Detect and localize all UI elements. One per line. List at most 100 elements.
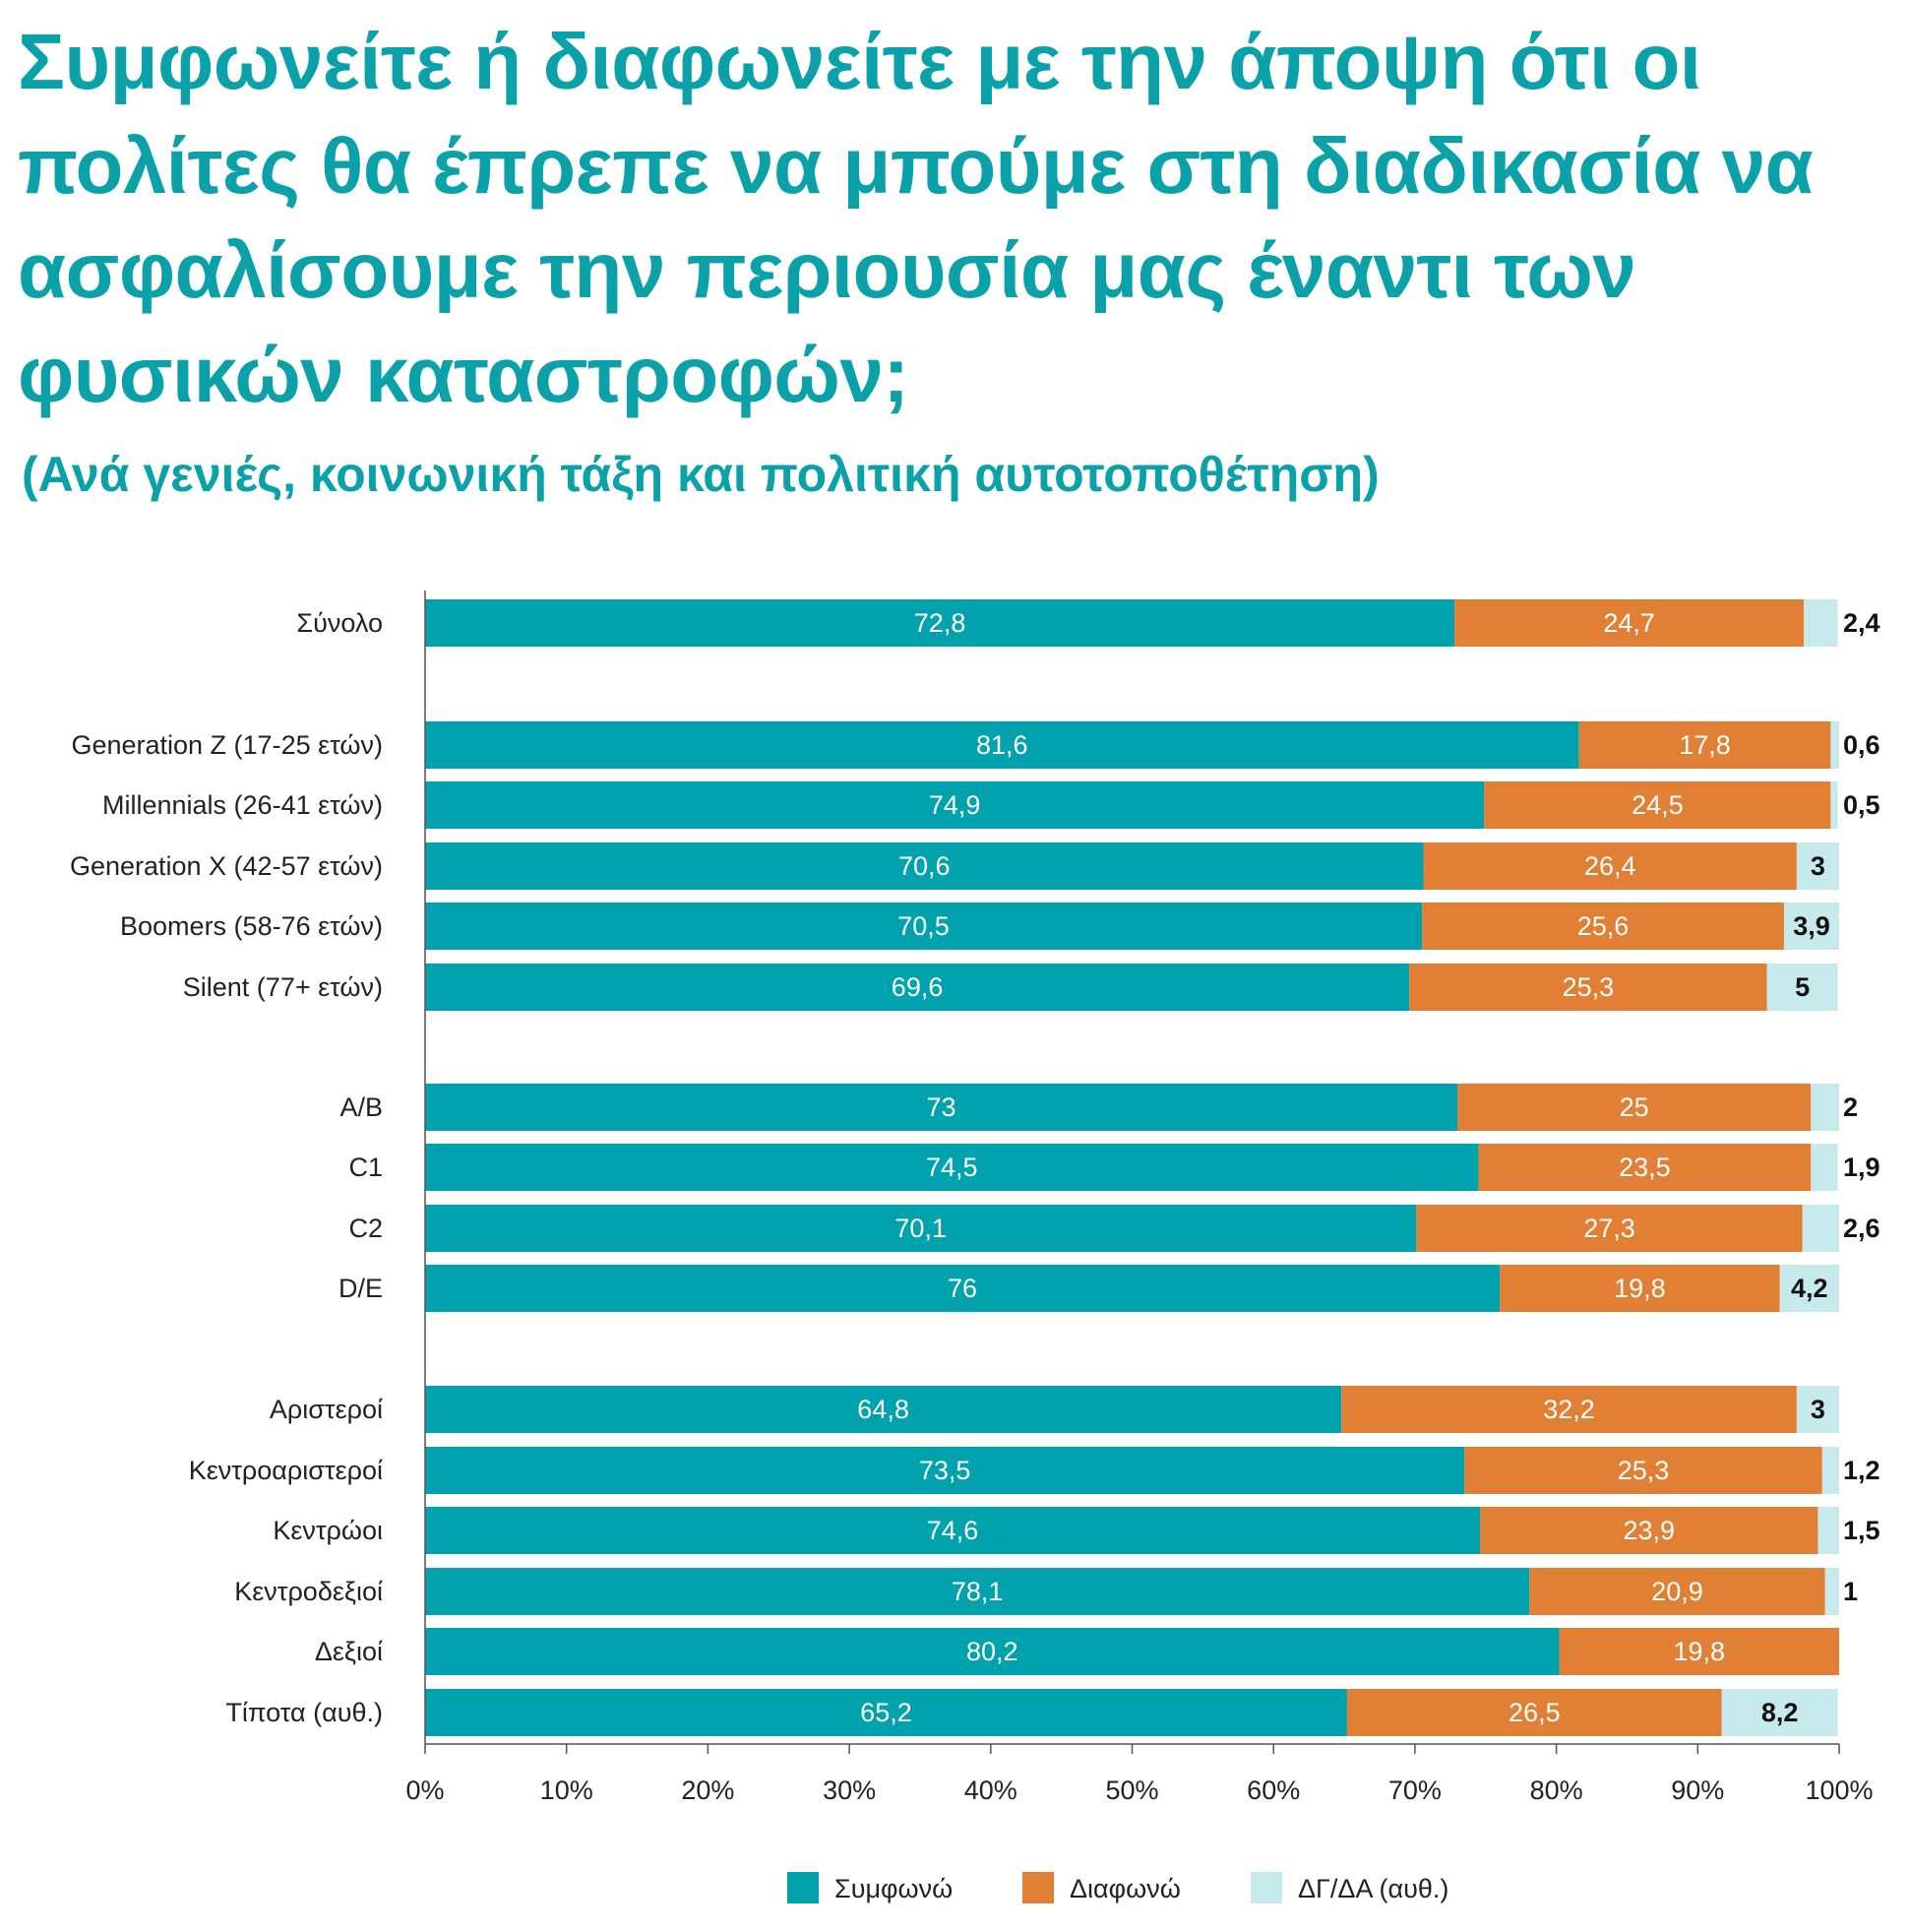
bar-disagree	[1341, 1386, 1797, 1433]
bars-layer: Σύνολο 72,8 24,7 2,4 Generation Z (17-25 ετώ…	[70, 599, 1880, 1736]
data-label: 1,5	[1843, 1516, 1880, 1545]
bar-dont-know	[1830, 721, 1839, 769]
bar-agree	[425, 781, 1485, 829]
bar-disagree	[1480, 1507, 1818, 1554]
x-tick-label: 30%	[823, 1776, 876, 1805]
data-label: 4,2	[1791, 1274, 1828, 1303]
data-label: 1,9	[1843, 1153, 1880, 1182]
data-label: 19,8	[1614, 1274, 1666, 1303]
category-label: A/B	[339, 1092, 383, 1122]
bar-agree	[425, 903, 1423, 950]
bar-disagree	[1457, 1084, 1812, 1131]
data-label: 1,2	[1843, 1456, 1880, 1485]
bar-agree	[425, 1447, 1465, 1494]
bar-disagree	[1416, 1205, 1803, 1252]
legend-label: Διαφωνώ	[1070, 1874, 1181, 1903]
data-label: 19,8	[1673, 1637, 1725, 1666]
bar-disagree	[1346, 1689, 1722, 1736]
data-label: 73	[926, 1092, 955, 1122]
data-label: 3,9	[1793, 911, 1830, 941]
legend-swatch	[1251, 1872, 1282, 1903]
data-label: 26,4	[1584, 851, 1636, 881]
category-label: D/E	[339, 1274, 383, 1303]
chart-title: Συμφωνείτε ή διαφωνείτε με την άποψη ότι…	[18, 18, 1814, 418]
bar-agree	[425, 1084, 1458, 1131]
legend-label: ΔΓ/ΔΑ (αυθ.)	[1298, 1874, 1448, 1903]
data-label: 74,6	[927, 1516, 979, 1545]
bar-disagree	[1529, 1568, 1825, 1615]
data-label: 65,2	[860, 1698, 912, 1727]
data-label: 5	[1795, 972, 1810, 1002]
bar-disagree	[1478, 1144, 1812, 1191]
bar-agree	[425, 1568, 1530, 1615]
data-label: 73,5	[919, 1456, 971, 1485]
category-label: Κεντροαριστεροί	[189, 1456, 383, 1485]
bar-dont-know	[1783, 903, 1839, 950]
x-tick-label: 80%	[1530, 1776, 1583, 1805]
axis-layer: 0% 10% 20% 30% 40% 50% 60% 70% 80% 90% 100%	[405, 591, 1874, 1805]
data-label: 23,9	[1623, 1516, 1675, 1545]
bar-agree	[425, 1205, 1417, 1252]
data-label: 2,4	[1843, 608, 1880, 638]
data-label: 3	[1811, 851, 1825, 881]
data-label: 2	[1843, 1092, 1858, 1122]
data-label: 69,6	[892, 972, 944, 1002]
bar-agree	[425, 1144, 1479, 1191]
bar-dont-know	[1830, 781, 1838, 829]
data-label: 64,8	[857, 1395, 909, 1424]
bar-agree	[425, 1628, 1560, 1675]
data-label: 70,6	[898, 851, 951, 881]
bar-agree	[425, 964, 1410, 1011]
data-label: 24,7	[1603, 608, 1655, 638]
data-label: 0,5	[1843, 790, 1880, 820]
bar-dont-know	[1811, 1144, 1838, 1191]
data-label: 23,5	[1619, 1153, 1671, 1182]
data-label: 25,6	[1577, 911, 1630, 941]
x-tick-label: 10%	[540, 1776, 593, 1805]
category-label: Silent (77+ ετών)	[183, 972, 383, 1002]
data-label: 0,6	[1843, 730, 1880, 760]
bar-dont-know	[1802, 1205, 1839, 1252]
bar-disagree	[1464, 1447, 1822, 1494]
bar-dont-know	[1818, 1507, 1839, 1554]
bar-dont-know	[1796, 842, 1839, 890]
bar-disagree	[1484, 781, 1831, 829]
bar-disagree	[1422, 903, 1784, 950]
x-tick-label: 40%	[964, 1776, 1017, 1805]
category-label: Τίποτα (αυθ.)	[225, 1698, 383, 1727]
data-label: 78,1	[952, 1577, 1004, 1606]
x-tick-label: 100%	[1805, 1776, 1873, 1805]
bar-disagree	[1454, 599, 1805, 647]
data-label: 1	[1843, 1577, 1858, 1606]
category-label: Generation Z (17-25 ετών)	[71, 730, 383, 760]
data-label: 8,2	[1761, 1698, 1799, 1727]
data-label: 81,6	[976, 730, 1028, 760]
category-label: C1	[348, 1153, 383, 1182]
category-label: Boomers (58-76 ετών)	[120, 911, 383, 941]
bar-agree	[425, 599, 1455, 647]
x-tick-label: 60%	[1247, 1776, 1300, 1805]
bar-dont-know	[1804, 599, 1838, 647]
bar-agree	[425, 721, 1579, 769]
data-label: 24,5	[1632, 790, 1684, 820]
data-label: 32,2	[1543, 1395, 1595, 1424]
x-tick-label: 90%	[1671, 1776, 1724, 1805]
bar-agree	[425, 842, 1424, 890]
x-tick-label: 20%	[681, 1776, 734, 1805]
data-label: 70,1	[894, 1214, 947, 1243]
data-label: 25,3	[1618, 1456, 1670, 1485]
data-label: 70,5	[897, 911, 950, 941]
data-label: 17,8	[1679, 730, 1731, 760]
data-label: 2,6	[1843, 1214, 1880, 1243]
chart-subtitle: (Ανά γενιές, κοινωνική τάξη και πολιτική…	[22, 447, 1380, 502]
data-label: 26,5	[1509, 1698, 1561, 1727]
bar-dont-know	[1811, 1084, 1839, 1131]
legend-swatch	[787, 1872, 819, 1903]
category-label: Σύνολο	[296, 608, 383, 638]
bar-dont-know	[1779, 1265, 1839, 1312]
x-tick-label: 0%	[405, 1776, 444, 1805]
data-label: 25,3	[1563, 972, 1615, 1002]
data-label: 25	[1620, 1092, 1649, 1122]
bar-dont-know	[1721, 1689, 1838, 1736]
data-label: 27,3	[1583, 1214, 1635, 1243]
